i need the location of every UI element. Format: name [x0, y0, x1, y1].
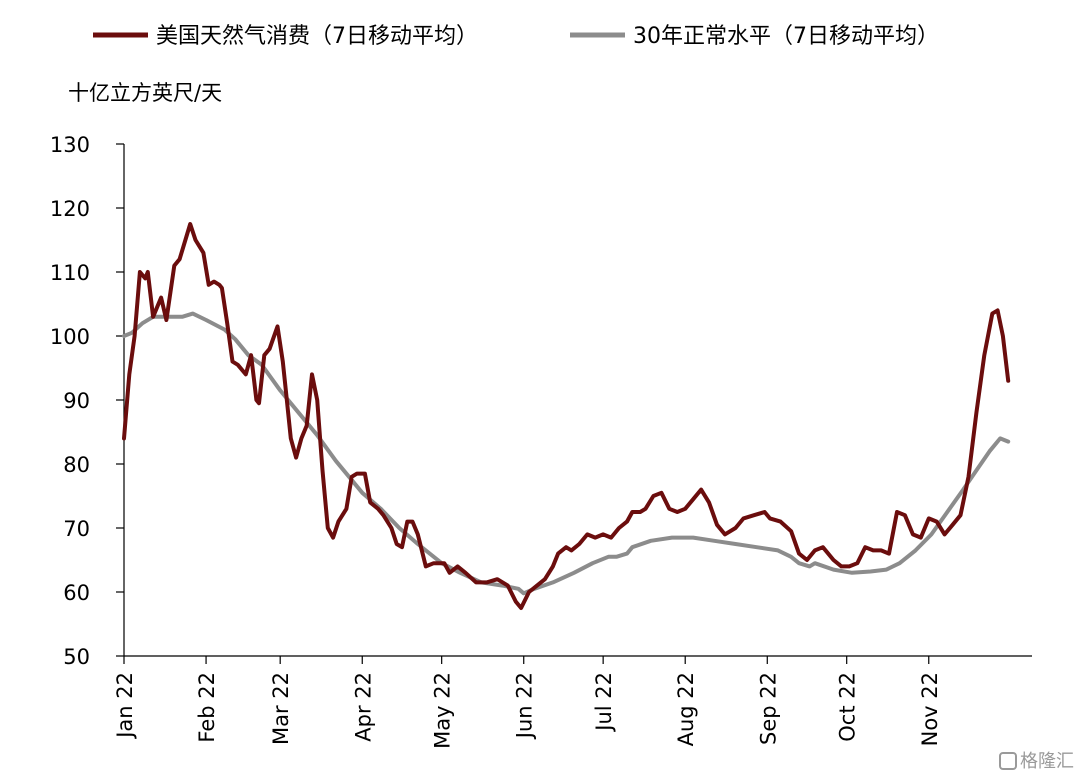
legend: 美国天然气消费（7日移动平均） 30年正常水平（7日移动平均） — [93, 24, 939, 49]
watermark-logo-icon — [999, 752, 1017, 770]
x-tick-label: Nov 22 — [918, 672, 942, 746]
y-tick-label: 50 — [63, 645, 90, 669]
y-axis: 50 60 70 80 90 100 110 120 130 — [50, 133, 125, 669]
x-tick-label: Jul 22 — [592, 672, 616, 733]
y-tick-label: 100 — [50, 325, 90, 349]
y-tick-label: 80 — [63, 453, 90, 477]
watermark: 格隆汇 — [999, 751, 1074, 772]
x-axis: Jan 22 Feb 22 Mar 22 Apr 22 May 22 Jun 22 Jul … — [113, 655, 1032, 749]
x-tick-label: Jun 22 — [513, 672, 537, 740]
x-tick-label: Mar 22 — [269, 672, 293, 745]
y-axis-unit-label: 十亿立方英尺/天 — [68, 81, 222, 105]
y-tick-label: 110 — [50, 261, 90, 285]
x-tick-label: Sep 22 — [756, 672, 780, 745]
series-line-consumption — [122, 311, 1011, 596]
watermark-text: 格隆汇 — [1020, 751, 1074, 772]
y-tick-label: 60 — [63, 581, 90, 605]
x-tick-label: Jan 22 — [113, 672, 137, 740]
series-line-normal — [122, 222, 1011, 610]
series-group — [122, 222, 1011, 610]
y-tick-label: 120 — [50, 197, 90, 221]
x-tick-label: May 22 — [431, 672, 455, 749]
x-tick-label: Apr 22 — [351, 672, 375, 742]
x-tick-label: Feb 22 — [195, 672, 219, 743]
y-tick-label: 90 — [63, 389, 90, 413]
x-tick-label: Aug 22 — [674, 672, 698, 746]
legend-label-normal: 30年正常水平（7日移动平均） — [633, 24, 939, 49]
y-tick-label: 130 — [50, 133, 90, 157]
x-tick-label: Oct 22 — [836, 672, 860, 742]
legend-label-consumption: 美国天然气消费（7日移动平均） — [156, 24, 478, 49]
y-tick-label: 70 — [63, 517, 90, 541]
